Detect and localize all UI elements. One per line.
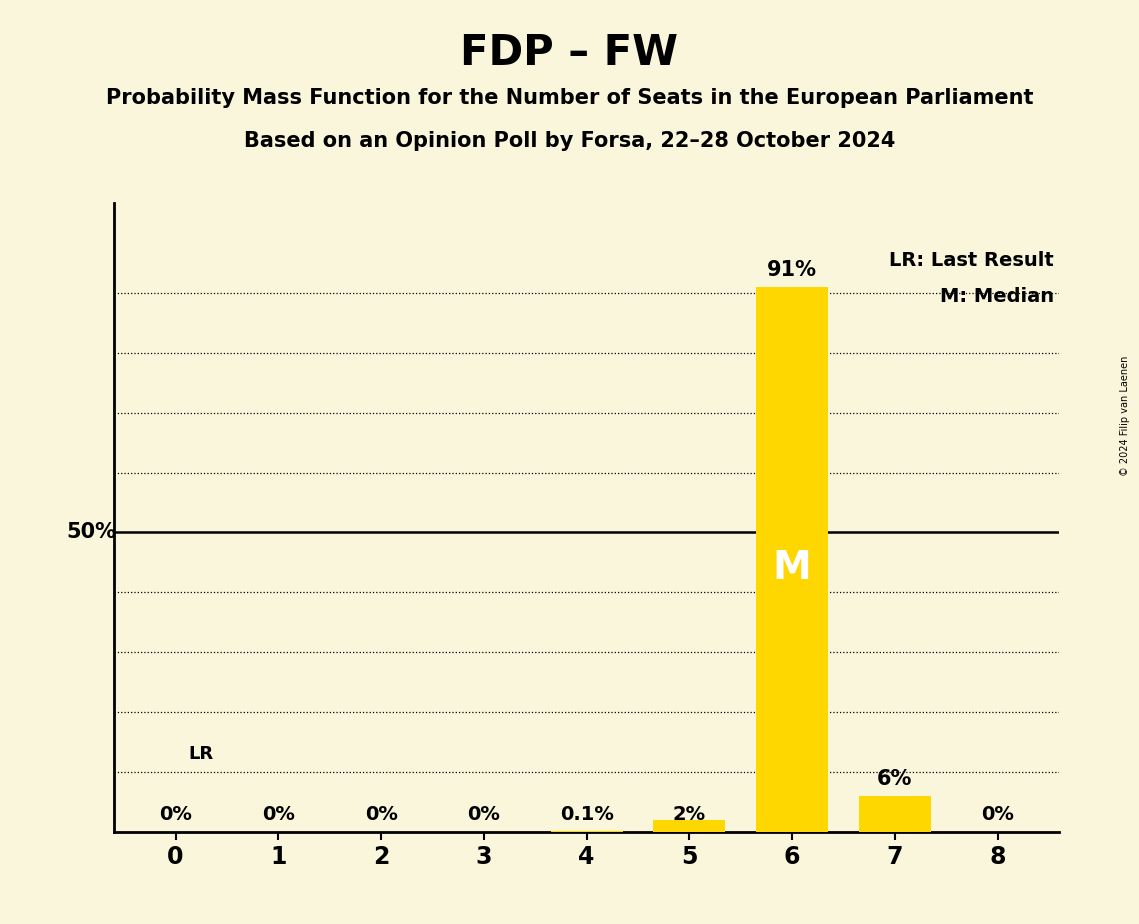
Bar bbox=[756, 287, 828, 832]
Text: 6%: 6% bbox=[877, 769, 912, 788]
Bar bbox=[859, 796, 931, 832]
Text: LR: Last Result: LR: Last Result bbox=[890, 251, 1054, 270]
Text: 0%: 0% bbox=[467, 806, 500, 824]
Bar bbox=[654, 820, 726, 832]
Text: © 2024 Filip van Laenen: © 2024 Filip van Laenen bbox=[1121, 356, 1130, 476]
Text: Probability Mass Function for the Number of Seats in the European Parliament: Probability Mass Function for the Number… bbox=[106, 88, 1033, 108]
Text: 0%: 0% bbox=[981, 806, 1014, 824]
Text: Based on an Opinion Poll by Forsa, 22–28 October 2024: Based on an Opinion Poll by Forsa, 22–28… bbox=[244, 131, 895, 152]
Text: 0%: 0% bbox=[364, 806, 398, 824]
Text: 0%: 0% bbox=[159, 806, 192, 824]
Text: 91%: 91% bbox=[767, 260, 817, 280]
Text: 2%: 2% bbox=[673, 806, 706, 824]
Text: LR: LR bbox=[188, 745, 213, 763]
Text: M: Median: M: Median bbox=[940, 287, 1054, 306]
Text: 0%: 0% bbox=[262, 806, 295, 824]
Text: 50%: 50% bbox=[66, 522, 116, 542]
Text: FDP – FW: FDP – FW bbox=[460, 32, 679, 74]
Text: M: M bbox=[772, 549, 811, 588]
Text: 0.1%: 0.1% bbox=[559, 806, 614, 824]
